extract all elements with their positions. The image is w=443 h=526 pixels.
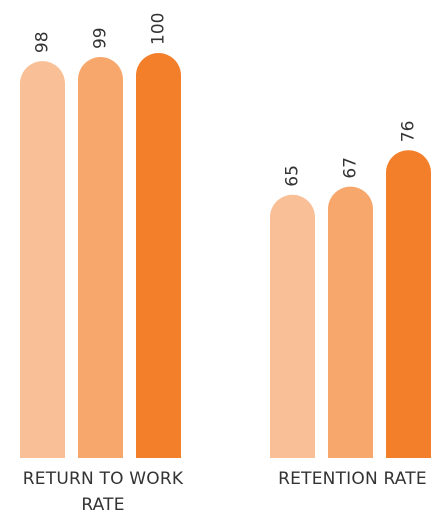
bar-0-0 bbox=[20, 61, 65, 458]
bar-1-2 bbox=[386, 150, 431, 458]
category-label-retention-rate: RETENTION RATE bbox=[278, 469, 427, 489]
bar-1-1 bbox=[328, 186, 373, 458]
data-label-0-2: 100 bbox=[149, 13, 169, 45]
data-label-0-0: 98 bbox=[33, 31, 53, 53]
data-label-1-0: 65 bbox=[283, 165, 303, 187]
bar-1-0 bbox=[270, 194, 315, 458]
data-label-1-1: 67 bbox=[341, 157, 361, 179]
data-label-1-2: 76 bbox=[399, 121, 419, 143]
bar-0-2 bbox=[136, 53, 182, 458]
data-label-0-1: 99 bbox=[91, 27, 111, 49]
category-label-return-to-work-rate: RETURN TO WORK RATE bbox=[22, 469, 184, 515]
bar-0-1 bbox=[78, 57, 123, 458]
